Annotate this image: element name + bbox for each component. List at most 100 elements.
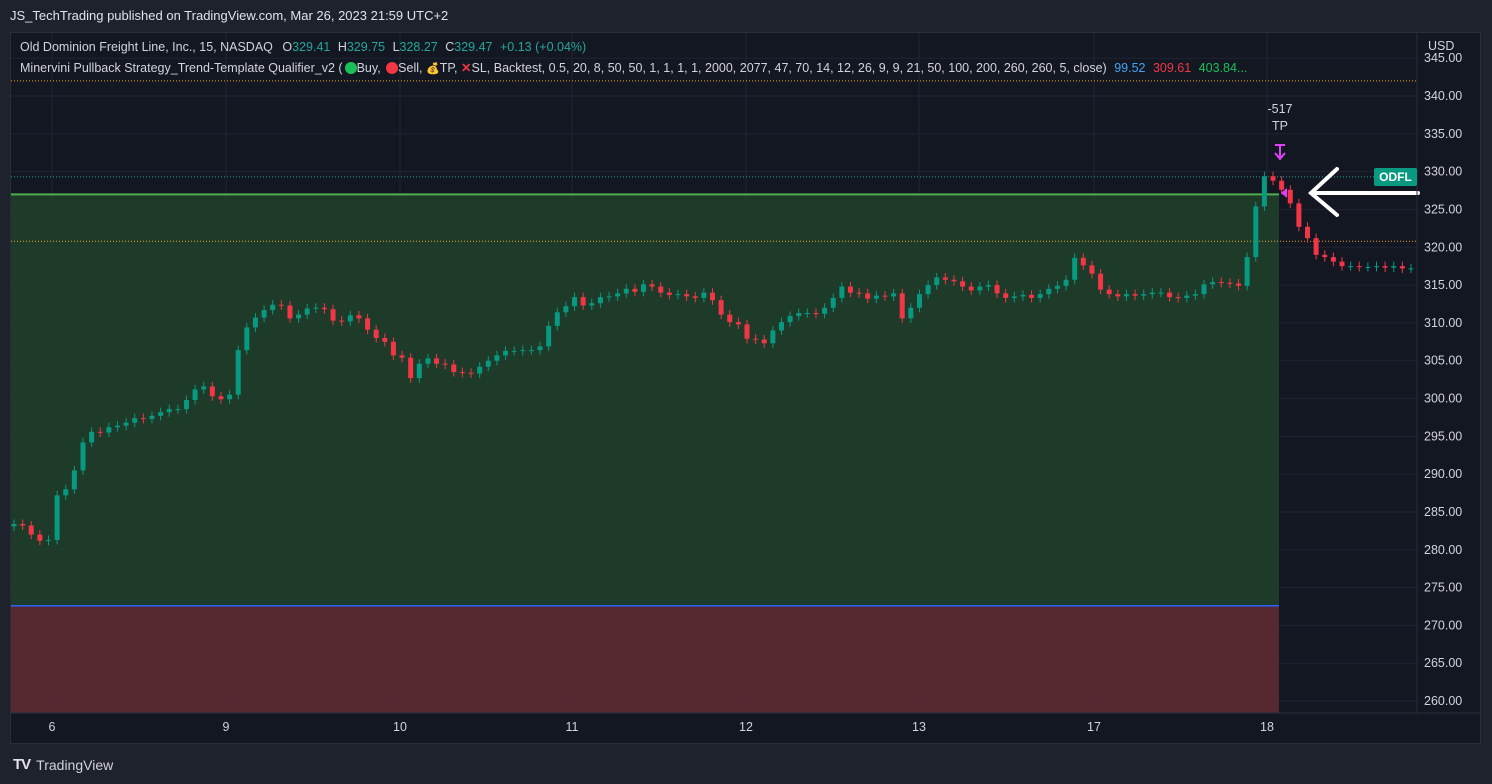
candle-body <box>985 285 991 287</box>
candle-body <box>71 470 77 490</box>
y-tick-label: 330.00 <box>1424 165 1462 179</box>
ohlc-high-value: 329.75 <box>346 40 386 54</box>
candle-body <box>968 286 974 291</box>
candle-body <box>114 425 120 428</box>
y-tick-label: 340.00 <box>1424 89 1462 103</box>
candle-body <box>1046 288 1052 295</box>
candle-body <box>339 320 345 322</box>
candle-body <box>1192 294 1198 296</box>
candle-body <box>537 346 543 351</box>
candle-body <box>408 357 414 379</box>
candle-body <box>1210 282 1216 285</box>
candle-body <box>1305 226 1311 239</box>
candle-body <box>416 363 422 379</box>
candle-body <box>951 279 957 282</box>
chart-frame[interactable]: 345.00 340.00 335.00 330.00 325.00 320.00 315.… <box>10 32 1481 744</box>
candle-body <box>97 431 103 433</box>
ticker-badge: ODFL <box>1374 168 1417 186</box>
strategy-legend[interactable]: Minervini Pullback Strategy_Trend-Templa… <box>20 60 1247 75</box>
candle-body <box>847 286 853 293</box>
candle-body <box>1158 292 1164 294</box>
annotation-arrow <box>1307 167 1420 217</box>
candle-body <box>1037 294 1043 298</box>
candle-body <box>227 394 233 400</box>
candle-body <box>632 288 638 292</box>
candle-body <box>589 303 595 306</box>
candle-body <box>1227 282 1233 284</box>
ohlc-close-label: C <box>445 40 455 54</box>
candle-body <box>899 293 905 319</box>
candle-body <box>132 418 138 423</box>
candle-body <box>856 292 862 294</box>
candle-body <box>710 292 715 301</box>
ohlc-low-label: L <box>392 40 400 54</box>
candle-body <box>1391 266 1397 268</box>
price-chart[interactable]: 345.00 340.00 335.00 330.00 325.00 320.00 315.… <box>11 33 1480 743</box>
candle-body <box>261 310 267 318</box>
candle-body <box>192 389 198 401</box>
candle-body <box>149 415 155 419</box>
y-tick-label: 345.00 <box>1424 51 1462 65</box>
x-tick-label: 9 <box>223 720 230 734</box>
candle-body <box>520 350 526 352</box>
candle-body <box>735 322 741 325</box>
candle-body <box>615 293 621 297</box>
ohlc-close-value: 329.47 <box>454 40 493 54</box>
candle-body <box>744 324 750 339</box>
candle-body <box>287 305 293 319</box>
candle-body <box>390 341 396 356</box>
candle-body <box>865 293 871 299</box>
candle-body <box>1011 296 1017 298</box>
candle-body <box>1356 266 1362 268</box>
candle-body <box>270 304 276 311</box>
candle-body <box>1054 285 1060 289</box>
sl-label: SL, <box>471 61 491 75</box>
candle-body <box>822 307 828 314</box>
candle-body <box>606 296 612 298</box>
footer[interactable]: TV TradingView <box>13 756 113 773</box>
candle-body <box>1020 294 1026 297</box>
y-tick-label: 285.00 <box>1424 505 1462 519</box>
candle-body <box>778 322 784 331</box>
candle-body <box>1408 268 1414 270</box>
candle-body <box>891 293 897 297</box>
y-tick-label: 295.00 <box>1424 429 1462 443</box>
candle-body <box>252 317 258 328</box>
x-tick-label: 11 <box>566 720 579 734</box>
candle-body <box>1167 292 1173 298</box>
candle-body <box>63 489 69 496</box>
candle-body <box>1115 294 1121 297</box>
candle-body <box>1382 266 1388 268</box>
candle-body <box>908 307 914 319</box>
candle-body <box>80 442 86 471</box>
ohlc-low-value: 328.27 <box>399 40 438 54</box>
y-tick-label: 325.00 <box>1424 202 1462 216</box>
x-tick-label: 13 <box>912 720 926 734</box>
candle-body <box>477 366 483 374</box>
loss-zone <box>11 605 1279 713</box>
y-tick-label: 275.00 <box>1424 581 1462 595</box>
candle-body <box>209 386 215 397</box>
x-tick-label: 17 <box>1087 720 1101 734</box>
candle-body <box>701 292 707 298</box>
candle-body <box>89 431 95 443</box>
tp-label: TP, <box>439 61 458 75</box>
candle-body <box>442 363 448 365</box>
candle-body <box>485 360 491 367</box>
currency-label[interactable]: USD <box>1428 39 1455 53</box>
candle-body <box>175 409 181 411</box>
candle-body <box>1098 273 1104 290</box>
candle-body <box>934 277 940 286</box>
candle-body <box>718 300 724 315</box>
candle-body <box>761 339 767 344</box>
candle-body <box>313 307 319 309</box>
candle-body <box>830 297 836 308</box>
entry-marker <box>1281 188 1287 198</box>
candle-body <box>1374 266 1380 268</box>
y-tick-label: 310.00 <box>1424 316 1462 330</box>
candle-body <box>916 294 922 308</box>
candle-body <box>45 539 51 541</box>
candle-body <box>1149 292 1155 295</box>
buy-dot-icon <box>344 62 357 74</box>
candle-body <box>1175 297 1181 299</box>
